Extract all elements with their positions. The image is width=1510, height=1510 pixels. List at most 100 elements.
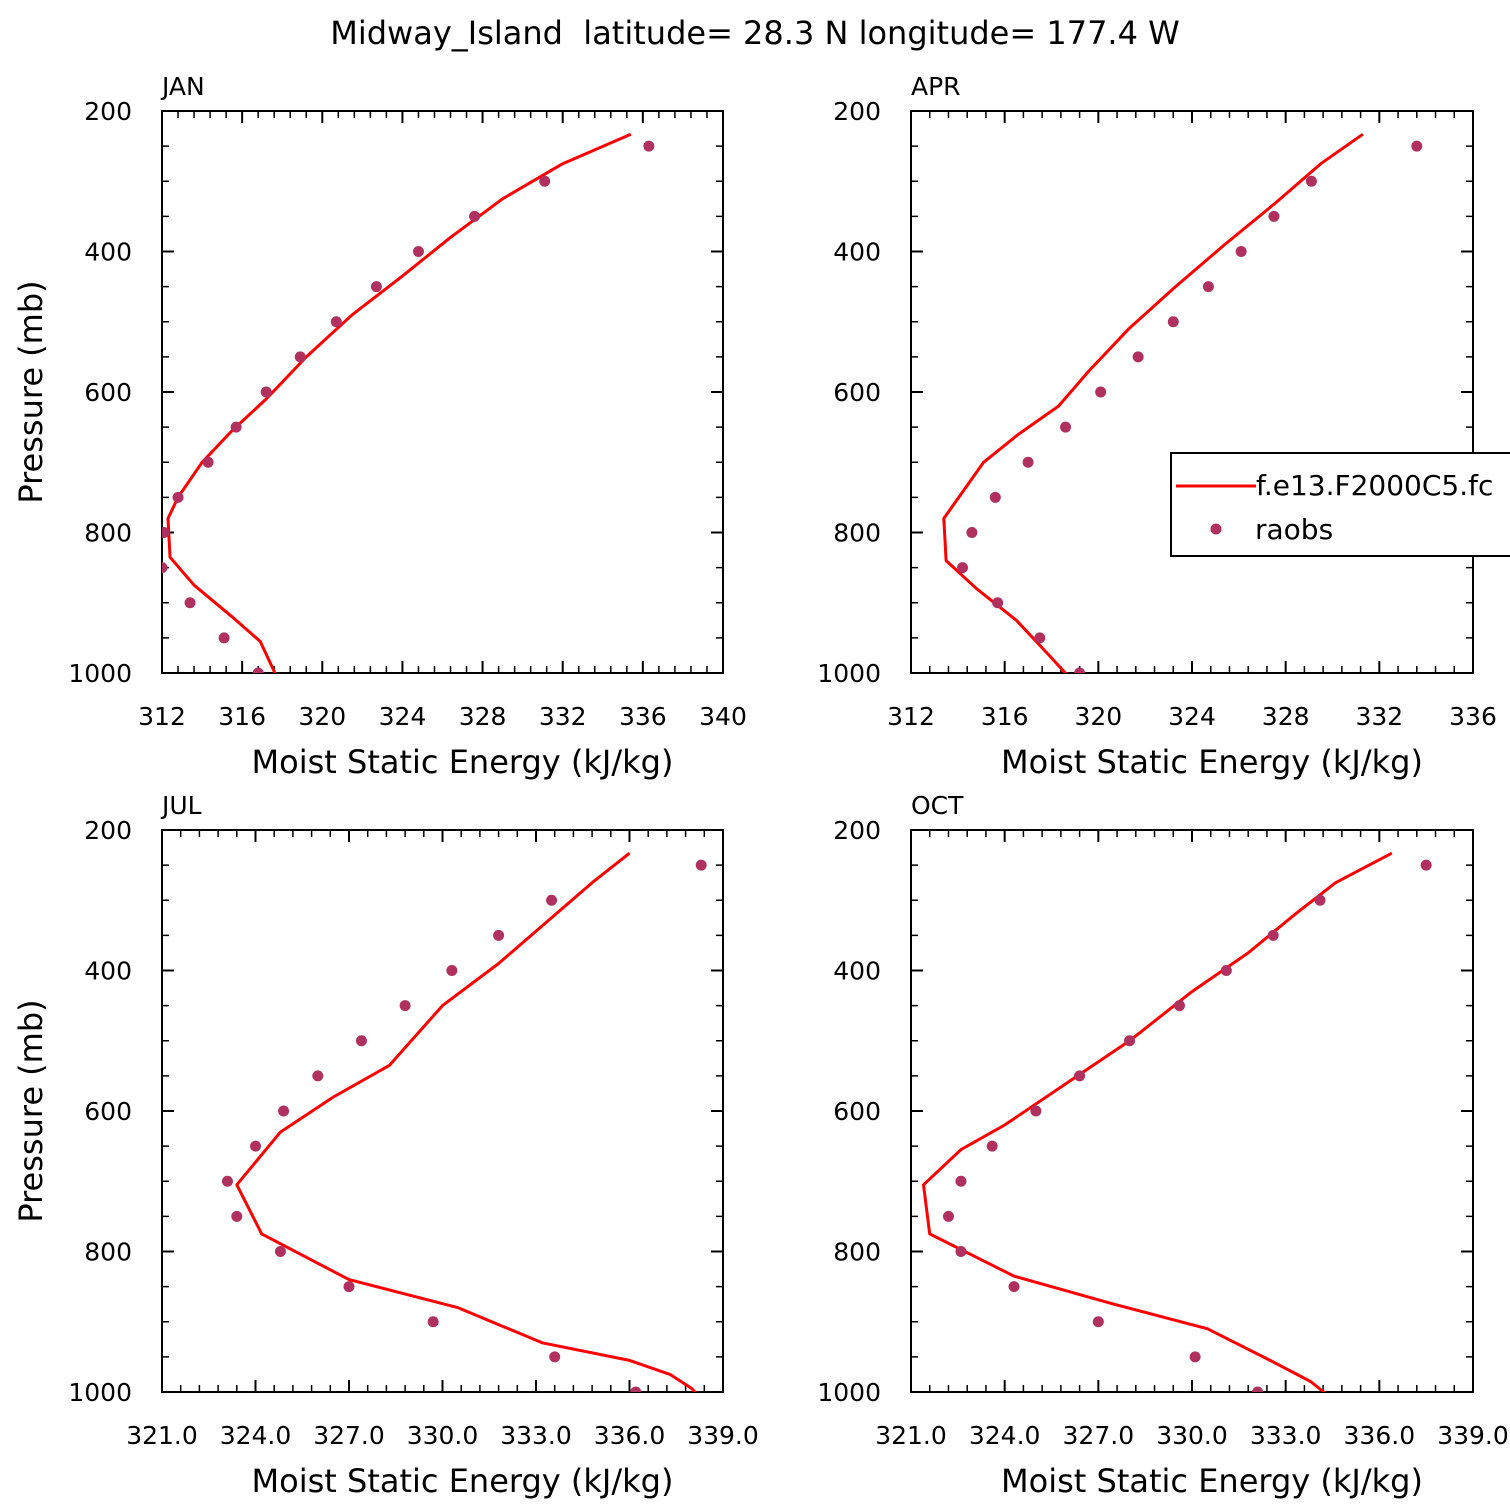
y-tick-label: 400 [84,238,132,267]
y-tick-label: 800 [84,519,132,548]
raobs-point [1124,1035,1136,1047]
x-tick-label: 321.0 [875,1421,947,1450]
raobs-point [312,1070,324,1082]
y-axis-label: Pressure (mb) [12,280,50,503]
x-tick-label: 336.0 [1344,1421,1416,1450]
raobs-point [1167,316,1179,328]
plot-frame [161,829,724,1393]
raobs-point [355,1035,367,1047]
raobs-point [549,1351,561,1363]
x-tick-label: 336 [1449,702,1497,731]
raobs-point [1411,140,1423,152]
raobs-point [343,1281,355,1293]
panels-group: JAN 312 316 320 324 328 332 336 340 200 400 600 800 1… [12,72,1509,1500]
raobs-point [630,1386,642,1392]
raobs-point [1008,1281,1020,1293]
raobs-point [1189,1351,1201,1363]
raobs-point [1034,632,1046,644]
x-tick-label: 340 [699,702,747,731]
plot-area [221,852,707,1392]
y-tick-label: 600 [84,1097,132,1126]
raobs-point [989,491,1001,503]
x-tick-label: 327.0 [313,1421,385,1450]
raobs-point [1305,175,1317,187]
y-tick-label: 400 [84,957,132,986]
y-tick-label: 200 [84,97,132,126]
raobs-point [1202,281,1214,293]
raobs-point [294,351,306,363]
plot-area [162,132,655,673]
raobs-point [546,894,558,906]
raobs-point [539,175,551,187]
x-tick-label: 316 [218,702,266,731]
legend-marker-swatch [1210,523,1222,535]
raobs-point [1060,421,1072,433]
y-tick-label: 1000 [817,1378,881,1407]
y-tick-label: 200 [84,816,132,845]
raobs-point [278,1105,290,1117]
y-tick-label: 800 [833,519,881,548]
x-tick-label: 339.0 [1437,1421,1509,1450]
raobs-point [184,597,196,609]
raobs-point [260,386,272,398]
x-tick-label: 333.0 [1250,1421,1322,1450]
raobs-point [643,140,655,152]
x-axis-label: Moist Static Energy (kJ/kg) [252,1462,674,1500]
y-tick-label: 400 [833,238,881,267]
raobs-point [1030,1105,1042,1117]
raobs-point [427,1316,439,1328]
raobs-point [162,527,170,538]
x-tick-label: 324.0 [220,1421,292,1450]
panel-title: OCT [911,791,964,820]
legend-box [1170,452,1510,557]
raobs-point [1267,929,1279,941]
x-axis-label: Moist Static Energy (kJ/kg) [1001,743,1423,781]
y-tick-label: 600 [833,378,881,407]
raobs-point [1132,351,1144,363]
raobs-point [1074,667,1086,673]
raobs-point [493,929,505,941]
x-tick-label: 328 [1262,702,1310,731]
raobs-point [202,456,214,468]
y-tick-label: 1000 [817,659,881,688]
raobs-point [250,1140,261,1152]
panel-jul: JUL 321.0 324.0 327.0 330.0 333.0 336.0 339.0 20… [12,791,759,1500]
raobs-point [955,1175,967,1187]
x-tick-label: 333.0 [500,1421,572,1450]
raobs-point [955,1246,967,1257]
raobs-point [1314,894,1326,906]
legend: f.e13.F2000C5.fc raobs [1170,452,1510,557]
raobs-point [942,1210,954,1222]
panel-apr: APR 312 316 320 324 328 332 336 200 400 600 800 1000… [817,72,1496,781]
x-tick-label: 324 [1168,702,1216,731]
raobs-point [1074,1070,1086,1082]
raobs-point [231,1210,243,1222]
model-line [166,132,632,673]
panel-oct: OCT 321.0 324.0 327.0 330.0 333.0 336.0 339.0 20… [817,791,1508,1500]
y-tick-label: 800 [833,1238,881,1267]
legend-label-model: f.e13.F2000C5.fc [1256,469,1493,502]
raobs-point [274,1246,286,1257]
panel-title: APR [911,72,961,101]
raobs-point [1092,1316,1104,1328]
y-tick-label: 1000 [68,659,132,688]
raobs-point [370,281,382,293]
plot-frame [910,110,1474,674]
figure-title: Midway_Island latitude= 28.3 N longitude… [330,14,1180,52]
raobs-point [966,527,978,538]
x-tick-label: 336 [619,702,667,731]
x-tick-label: 336.0 [594,1421,666,1450]
raobs-point [446,965,458,976]
raobs-point [172,491,184,503]
x-tick-label: 327.0 [1063,1421,1135,1450]
y-tick-label: 400 [833,957,881,986]
x-tick-label: 312 [138,702,186,731]
x-tick-label: 324.0 [969,1421,1041,1450]
raobs-point [252,667,264,673]
x-tick-label: 330.0 [407,1421,479,1450]
raobs-point [1220,965,1232,976]
raobs-point [1022,456,1034,468]
panel-title: JAN [160,72,205,101]
y-tick-label: 800 [84,1238,132,1267]
raobs-point [1235,246,1247,257]
